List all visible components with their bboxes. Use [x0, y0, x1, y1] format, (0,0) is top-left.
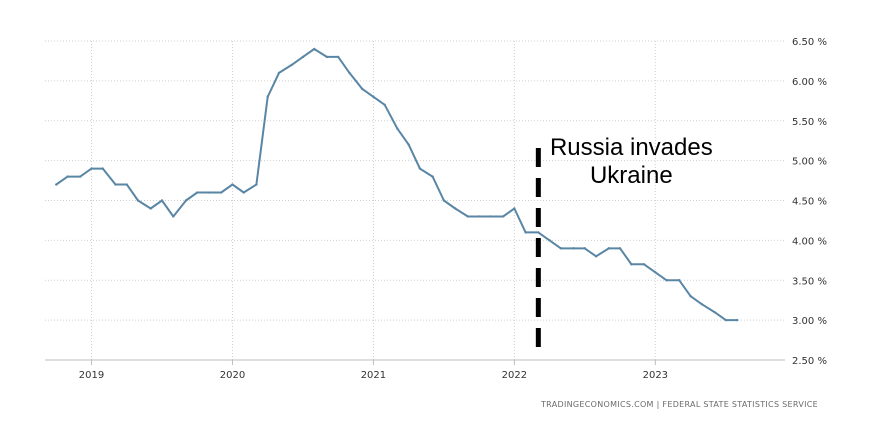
data-point [489, 215, 492, 218]
data-point [372, 95, 375, 99]
data-point [160, 199, 164, 202]
data-point [713, 310, 716, 314]
data-point [360, 87, 364, 91]
y-tick-label: 3.50 % [792, 276, 827, 287]
event-annotation-text: Ukraine [590, 162, 673, 189]
data-point [442, 199, 446, 202]
data-point [607, 247, 611, 250]
y-tick-label: 6.50 % [792, 37, 827, 48]
data-point [418, 167, 422, 170]
x-tick-label: 2023 [643, 370, 668, 381]
data-point [537, 231, 540, 234]
x-axis-tick-labels: 2019 2020 2021 2022 2023 [79, 370, 668, 381]
data-point [559, 247, 563, 250]
data-point [642, 263, 646, 266]
series-layer [55, 47, 739, 322]
data-point [79, 175, 82, 178]
data-point [325, 55, 329, 59]
data-point [548, 239, 551, 242]
y-tick-label: 5.50 % [792, 117, 827, 128]
data-point [501, 215, 505, 218]
data-point [255, 183, 258, 186]
data-point [513, 207, 516, 210]
y-tick-label: 2.50 % [792, 356, 827, 367]
data-point [583, 247, 587, 250]
data-point [336, 55, 340, 59]
data-point [431, 175, 434, 178]
data-point [654, 271, 657, 274]
data-point [407, 143, 410, 146]
data-point [219, 191, 223, 194]
data-point [396, 127, 399, 130]
y-tick-label: 5.00 % [792, 157, 827, 168]
data-point [630, 263, 633, 266]
data-point [266, 95, 269, 99]
data-point [277, 71, 281, 75]
data-point [231, 183, 234, 186]
data-point [735, 318, 739, 322]
data-point [196, 191, 199, 194]
data-point [724, 318, 727, 322]
y-tick-label: 6.00 % [792, 77, 827, 88]
data-point [66, 175, 69, 178]
source-credit: TRADINGECONOMICS.COM | FEDERAL STATE STA… [540, 400, 818, 409]
data-point [101, 167, 104, 170]
data-point [383, 103, 386, 107]
data-point [453, 207, 457, 210]
data-point [618, 247, 622, 250]
data-point [184, 199, 188, 202]
data-point [55, 183, 58, 186]
data-point [313, 47, 316, 51]
data-point [114, 183, 117, 186]
data-point [207, 191, 210, 194]
data-point [290, 63, 293, 67]
grid-lines [45, 40, 785, 365]
x-tick-label: 2020 [220, 370, 245, 381]
x-tick-label: 2022 [502, 370, 527, 381]
data-point [149, 207, 152, 210]
x-tick-label: 2021 [361, 370, 386, 381]
data-point [90, 167, 93, 170]
data-point [242, 191, 245, 194]
y-axis-tick-labels: 2.50 % 3.00 % 3.50 % 4.00 % 4.50 % 5.00 % 5.50… [792, 37, 827, 367]
data-point [125, 183, 128, 186]
x-tick-label: 2019 [79, 370, 104, 381]
data-point [348, 71, 351, 75]
data-point [301, 55, 305, 59]
data-point [594, 255, 598, 258]
data-point [572, 247, 575, 250]
data-point [466, 215, 470, 218]
data-point [172, 215, 175, 218]
data-point [477, 215, 481, 218]
data-point [678, 279, 681, 282]
y-tick-label: 3.00 % [792, 316, 827, 327]
event-annotation-text: Russia invades [550, 134, 713, 161]
y-tick-label: 4.00 % [792, 236, 827, 247]
data-point [136, 199, 140, 202]
data-point [689, 295, 692, 298]
data-point [700, 302, 704, 306]
y-tick-label: 4.50 % [792, 197, 827, 208]
data-point [524, 231, 527, 234]
data-point [665, 279, 668, 282]
